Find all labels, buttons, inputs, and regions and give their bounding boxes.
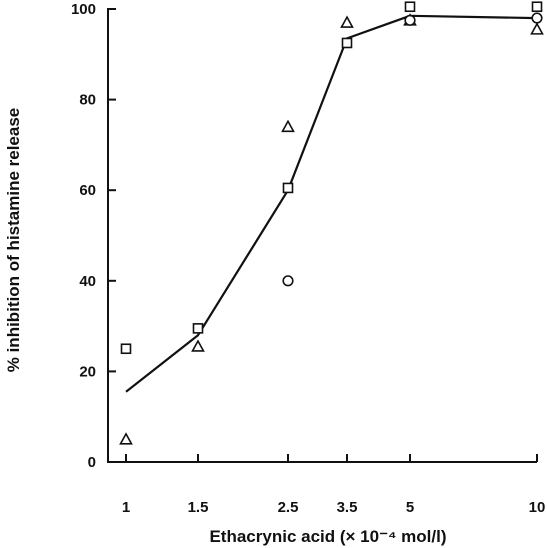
triangle-marker [530,22,544,35]
square-marker [120,343,132,355]
circle-marker [282,275,294,287]
data-markers [119,1,544,445]
triangle-marker [119,432,133,445]
square-marker [531,1,543,13]
triangle-marker [340,15,354,28]
x-tick-label: 3.5 [337,499,358,516]
square-marker [341,37,353,49]
x-tick-label: 1.5 [188,499,209,516]
y-tick-label: 80 [79,92,96,109]
circle-marker [404,14,416,26]
y-tick-label: 100 [71,1,96,18]
triangle-marker [191,339,205,352]
triangle-marker [281,119,295,133]
x-axis-title: Ethacrynic acid (× 10⁻⁴ mol/l) [209,527,446,546]
fitted-curve-layer [125,14,538,393]
circle-marker [531,12,543,24]
x-tick-label: 5 [406,499,414,516]
y-tick-label: 60 [79,182,96,199]
x-tick-label: 1 [122,499,130,516]
axes: 0 20 40 60 80 100 1 1.5 2.5 3.5 5 10 [71,1,545,516]
x-tick-label: 2.5 [278,499,299,516]
square-marker [192,323,204,334]
square-marker [282,182,294,194]
fitted-curve [125,14,538,393]
y-axis-title: % inhibition of histamine release [4,108,23,373]
square-marker [404,1,416,13]
y-tick-label: 40 [79,273,96,290]
y-tick-label: 20 [79,363,96,380]
y-tick-label: 0 [88,454,96,471]
x-tick-label: 10 [529,499,546,516]
